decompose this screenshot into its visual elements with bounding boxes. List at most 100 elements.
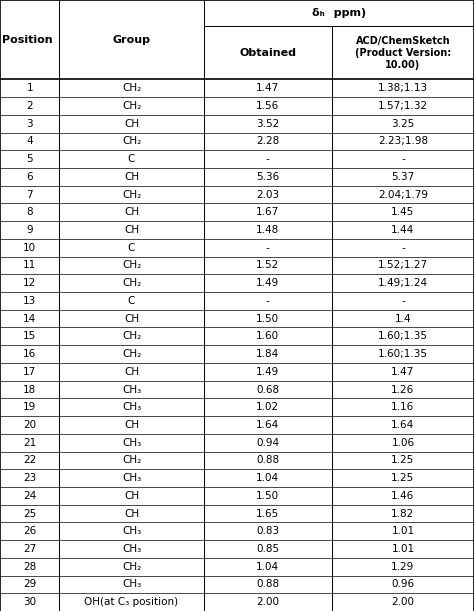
Text: -: -	[266, 243, 270, 253]
Text: 1.45: 1.45	[391, 207, 415, 218]
Text: 0.68: 0.68	[256, 384, 279, 395]
Text: 2.00: 2.00	[392, 597, 414, 607]
Text: C: C	[128, 243, 135, 253]
Text: 1.38;1.13: 1.38;1.13	[378, 83, 428, 93]
Text: 1.46: 1.46	[391, 491, 415, 501]
Text: CH: CH	[124, 491, 139, 501]
Text: 1.56: 1.56	[256, 101, 280, 111]
Text: CH₃: CH₃	[122, 437, 141, 448]
Text: 16: 16	[23, 349, 36, 359]
Text: 14: 14	[23, 313, 36, 324]
Text: 1.52: 1.52	[256, 260, 280, 271]
Text: CH₂: CH₂	[122, 349, 141, 359]
Text: 5.37: 5.37	[391, 172, 415, 182]
Text: Group: Group	[112, 35, 151, 45]
Text: 25: 25	[23, 508, 36, 519]
Text: 1.29: 1.29	[391, 562, 415, 572]
Text: 1.06: 1.06	[392, 437, 414, 448]
Text: 1.48: 1.48	[256, 225, 280, 235]
Text: 1.25: 1.25	[391, 455, 415, 466]
Text: 11: 11	[23, 260, 36, 271]
Text: 2.03: 2.03	[256, 189, 279, 200]
Text: 2.00: 2.00	[256, 597, 279, 607]
Text: 0.88: 0.88	[256, 455, 279, 466]
Text: 2: 2	[27, 101, 33, 111]
Text: 5.36: 5.36	[256, 172, 280, 182]
Text: δₕ (ppm): δₕ (ppm)	[312, 8, 366, 18]
Text: 1.16: 1.16	[391, 402, 415, 412]
Text: 1.49: 1.49	[256, 278, 280, 288]
Text: 0.85: 0.85	[256, 544, 279, 554]
Text: 1.64: 1.64	[256, 420, 280, 430]
Bar	[329, 1, 334, 24]
Text: 0.83: 0.83	[256, 526, 279, 536]
Text: 1.57;1.32: 1.57;1.32	[378, 101, 428, 111]
Text: 2.23;1.98: 2.23;1.98	[378, 136, 428, 147]
Text: 1.47: 1.47	[256, 83, 280, 93]
Text: 0.96: 0.96	[392, 579, 414, 590]
Text: 30: 30	[23, 597, 36, 607]
Text: CH₂: CH₂	[122, 562, 141, 572]
Text: 1.50: 1.50	[256, 491, 279, 501]
Text: C: C	[128, 154, 135, 164]
Text: 29: 29	[23, 579, 36, 590]
Text: 10: 10	[23, 243, 36, 253]
Text: -: -	[266, 296, 270, 306]
Text: 6: 6	[27, 172, 33, 182]
Text: CH₃: CH₃	[122, 526, 141, 536]
Text: 5: 5	[27, 154, 33, 164]
Text: 1.50: 1.50	[256, 313, 279, 324]
Text: -: -	[266, 154, 270, 164]
Text: 1: 1	[27, 83, 33, 93]
Text: 0.94: 0.94	[256, 437, 279, 448]
Text: 1.47: 1.47	[391, 367, 415, 377]
Text: 1.26: 1.26	[391, 384, 415, 395]
Text: 1.67: 1.67	[256, 207, 280, 218]
Text: 19: 19	[23, 402, 36, 412]
Text: CH₃: CH₃	[122, 473, 141, 483]
Text: 22: 22	[23, 455, 36, 466]
Text: CH₃: CH₃	[122, 402, 141, 412]
Text: CH₂: CH₂	[122, 101, 141, 111]
Text: OH(at C₃ position): OH(at C₃ position)	[84, 597, 179, 607]
Text: 1.01: 1.01	[392, 544, 414, 554]
Text: CH₂: CH₂	[122, 331, 141, 342]
Text: 0.88: 0.88	[256, 579, 279, 590]
Text: -: -	[401, 154, 405, 164]
Text: 21: 21	[23, 437, 36, 448]
Text: 1.44: 1.44	[391, 225, 415, 235]
Text: 2.04;1.79: 2.04;1.79	[378, 189, 428, 200]
Text: 1.49;1.24: 1.49;1.24	[378, 278, 428, 288]
Text: 2.28: 2.28	[256, 136, 280, 147]
Text: 28: 28	[23, 562, 36, 572]
Text: 23: 23	[23, 473, 36, 483]
Text: 4: 4	[27, 136, 33, 147]
Text: 12: 12	[23, 278, 36, 288]
Text: CH: CH	[124, 207, 139, 218]
Text: 3: 3	[27, 119, 33, 129]
Text: 1.60;1.35: 1.60;1.35	[378, 331, 428, 342]
Text: C: C	[128, 296, 135, 306]
Text: -: -	[401, 296, 405, 306]
Text: 8: 8	[27, 207, 33, 218]
Text: 3.52: 3.52	[256, 119, 280, 129]
Text: CH: CH	[124, 172, 139, 182]
Text: CH: CH	[124, 119, 139, 129]
Text: CH₃: CH₃	[122, 579, 141, 590]
Text: CH₂: CH₂	[122, 455, 141, 466]
Text: 1.49: 1.49	[256, 367, 280, 377]
Text: 17: 17	[23, 367, 36, 377]
Text: 13: 13	[23, 296, 36, 306]
Text: 1.65: 1.65	[256, 508, 280, 519]
Text: 3.25: 3.25	[391, 119, 415, 129]
Text: 1.04: 1.04	[256, 562, 279, 572]
Text: -: -	[401, 243, 405, 253]
Text: CH: CH	[124, 508, 139, 519]
Text: 18: 18	[23, 384, 36, 395]
Text: CH₂: CH₂	[122, 83, 141, 93]
Text: 1.60;1.35: 1.60;1.35	[378, 349, 428, 359]
Text: CH₂: CH₂	[122, 136, 141, 147]
Text: Obtained: Obtained	[239, 48, 296, 57]
Text: CH₂: CH₂	[122, 189, 141, 200]
Text: CH: CH	[124, 367, 139, 377]
